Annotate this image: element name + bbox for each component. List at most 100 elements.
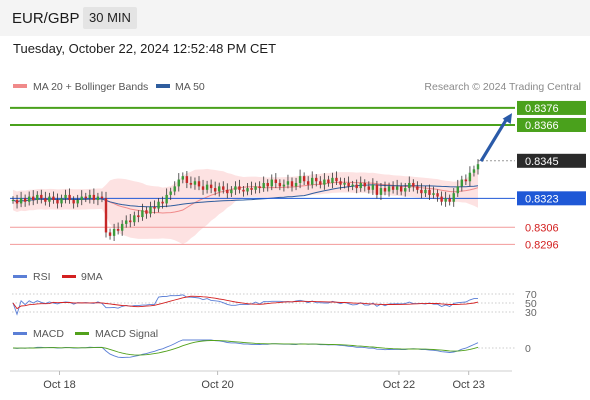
candle-body <box>347 182 350 187</box>
candle-body <box>387 186 391 192</box>
candle-body <box>452 193 455 202</box>
rsi-tick-70: 70 <box>525 289 537 301</box>
forecast-arrowhead <box>502 113 512 124</box>
rsi-legend-swatch <box>13 275 27 278</box>
rsi-tick-30: 30 <box>525 307 537 319</box>
x-tick-label: Oct 22 <box>383 379 415 391</box>
x-tick-label: Oct 18 <box>43 379 75 391</box>
candle-body <box>335 177 338 182</box>
x-axis: Oct 18 Oct 20 Oct 22 Oct 23 <box>43 371 485 391</box>
macd-legend-swatch <box>13 332 27 335</box>
candle-body <box>359 182 362 189</box>
rsi-tick-50: 50 <box>525 298 537 310</box>
level-label-4: 0.8306 <box>525 222 559 234</box>
candle-body <box>177 179 180 187</box>
chart-header: EUR/GBP 30 MIN <box>0 0 590 36</box>
rsi-ma-legend-label: 9MA <box>81 271 103 283</box>
candle-body <box>290 181 294 187</box>
candle-body <box>424 189 427 194</box>
candle-body <box>246 188 249 192</box>
candle-body <box>104 198 108 233</box>
candle-body <box>157 201 160 209</box>
candle-body <box>193 181 197 185</box>
candle-body <box>282 184 286 187</box>
candle-body <box>351 184 354 187</box>
candle-body <box>238 186 241 190</box>
ma20-legend-label: MA 20 + Bollinger Bands <box>33 81 148 93</box>
candle-body <box>367 186 371 190</box>
level-label-5: 0.8296 <box>525 239 559 251</box>
candle-body <box>116 229 120 231</box>
rsi-ma-line <box>12 295 479 310</box>
level-tag-3 <box>517 191 586 206</box>
macd-signal-line <box>12 340 479 356</box>
level-tag-2 <box>517 153 586 168</box>
candle-body <box>125 220 128 224</box>
candle-body <box>262 182 265 189</box>
level-label-0: 0.8376 <box>525 103 559 115</box>
candle-body <box>32 196 35 201</box>
candle-body <box>141 210 144 218</box>
credit-label: Research © 2024 Trading Central <box>424 81 581 93</box>
x-tick-label: Oct 23 <box>452 379 484 391</box>
candle-body <box>197 181 201 187</box>
candle-body <box>323 179 326 185</box>
candle-body <box>181 176 185 180</box>
level-tag-0 <box>517 100 586 115</box>
candle-body <box>108 232 112 236</box>
candle-body <box>60 198 63 204</box>
forecast-arrow <box>479 119 508 163</box>
candle-body <box>315 177 318 182</box>
candle-body <box>472 169 476 173</box>
macd-signal-legend-label: MACD Signal <box>95 328 158 340</box>
candle-body <box>258 186 261 189</box>
candles <box>11 113 512 241</box>
candle-body <box>15 200 19 204</box>
candle-body <box>137 215 140 218</box>
candle-body <box>68 194 71 201</box>
candle-body <box>11 200 15 202</box>
candle-body <box>23 198 27 202</box>
candle-body <box>92 194 96 201</box>
candle-body <box>218 186 221 192</box>
candle-body <box>436 193 439 197</box>
candle-body <box>120 223 124 231</box>
candle-body <box>213 188 217 192</box>
candle-body <box>375 184 379 195</box>
candle-body <box>428 189 431 195</box>
candle-body <box>306 181 310 185</box>
candle-body <box>230 189 233 194</box>
candle-body <box>379 188 383 195</box>
candle-body <box>399 186 403 192</box>
candle-body <box>48 196 51 202</box>
candle-body <box>355 184 358 189</box>
candle-body <box>270 179 273 187</box>
candle-body <box>311 177 314 185</box>
macd-signal-legend-swatch <box>75 332 89 335</box>
ma50-legend-swatch <box>156 84 170 88</box>
candle-body <box>189 182 193 185</box>
candle-body <box>242 189 245 192</box>
level-label-3: 0.8323 <box>525 193 559 205</box>
candle-body <box>112 229 116 236</box>
candle-body <box>201 186 205 190</box>
x-tick-label: Oct 20 <box>201 379 233 391</box>
macd-legend-label: MACD <box>33 328 64 340</box>
candle-body <box>274 179 278 183</box>
candle-body <box>420 189 423 194</box>
candle-body <box>222 186 225 190</box>
candle-body <box>302 176 306 182</box>
candle-body <box>56 200 59 204</box>
candle-body <box>72 200 75 204</box>
level-label-1: 0.8366 <box>525 120 559 132</box>
candle-body <box>286 181 290 185</box>
candle-body <box>226 189 229 194</box>
candle-body <box>44 198 47 202</box>
timeframe-badge[interactable]: 30 MIN <box>83 7 137 29</box>
candle-body <box>250 188 253 190</box>
candle-body <box>266 182 269 187</box>
bollinger-band <box>13 167 478 245</box>
candle-body <box>468 172 472 182</box>
candle-body <box>234 186 237 190</box>
candle-body <box>404 188 407 192</box>
